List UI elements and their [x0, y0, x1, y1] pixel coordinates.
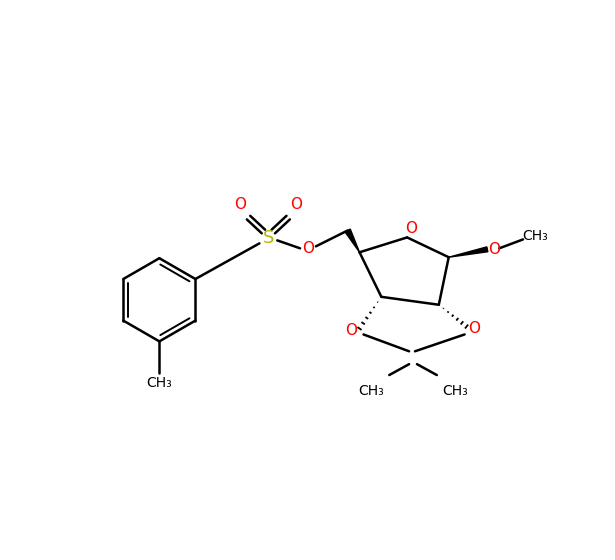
Text: CH₃: CH₃: [359, 384, 384, 398]
Polygon shape: [345, 229, 360, 252]
Text: O: O: [405, 221, 417, 236]
Text: O: O: [234, 197, 247, 212]
Text: O: O: [302, 241, 314, 256]
Text: S: S: [263, 230, 274, 248]
Text: CH₃: CH₃: [522, 230, 548, 244]
Text: CH₃: CH₃: [442, 384, 467, 398]
Polygon shape: [449, 247, 488, 257]
Text: CH₃: CH₃: [146, 376, 172, 390]
Text: O: O: [469, 321, 480, 336]
Text: O: O: [488, 242, 500, 257]
Text: O: O: [290, 197, 302, 212]
Text: O: O: [346, 323, 357, 338]
